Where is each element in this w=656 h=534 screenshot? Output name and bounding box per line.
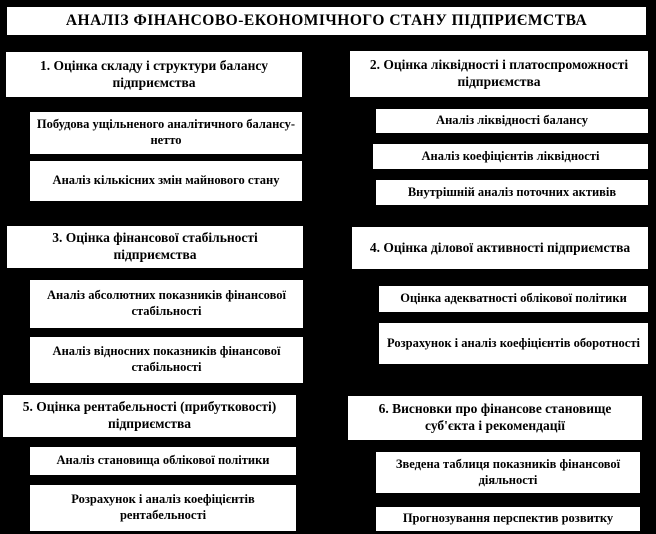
section-2-item-3: Внутрішній аналіз поточних активів xyxy=(374,178,650,207)
section-5-item-1: Аналіз становища облікової політики xyxy=(28,445,298,477)
section-3-item-1: Аналіз абсолютних показників фінансової … xyxy=(28,278,305,330)
section-1-item-1: Побудова ущільненого аналітичного баланс… xyxy=(28,110,304,156)
section-3-item-2: Аналіз відносних показників фінансової с… xyxy=(28,335,305,385)
diagram-title: АНАЛІЗ ФІНАНСОВО-ЕКОНОМІЧНОГО СТАНУ ПІДП… xyxy=(5,5,648,37)
section-2-item-2: Аналіз коефіцієнтів ліквідності xyxy=(371,142,650,171)
section-5-header: 5. Оцінка рентабельності (прибутковості)… xyxy=(1,393,298,439)
section-3-header: 3. Оцінка фінансової стабільності підпри… xyxy=(5,224,305,270)
section-2-item-1: Аналіз ліквідності балансу xyxy=(374,107,650,135)
section-6-item-1: Зведена таблиця показників фінансової ді… xyxy=(374,450,642,495)
section-1-item-2: Аналіз кількісних змін майнового стану xyxy=(28,159,304,203)
section-6-item-2: Прогнозування перспектив розвитку xyxy=(374,505,642,533)
section-6-header: 6. Висновки про фінансове становище суб'… xyxy=(346,394,644,442)
section-1-header: 1. Оцінка складу і структури балансу під… xyxy=(4,50,304,99)
section-4-item-2: Розрахунок і аналіз коефіцієнтів оборотн… xyxy=(377,321,650,366)
section-2-header: 2. Оцінка ліквідності і платоспроможност… xyxy=(348,49,650,99)
section-5-item-2: Розрахунок і аналіз коефіцієнтів рентабе… xyxy=(28,483,298,533)
section-4-header: 4. Оцінка ділової активності підприємств… xyxy=(350,225,650,271)
section-4-item-1: Оцінка адекватності облікової політики xyxy=(377,284,650,314)
